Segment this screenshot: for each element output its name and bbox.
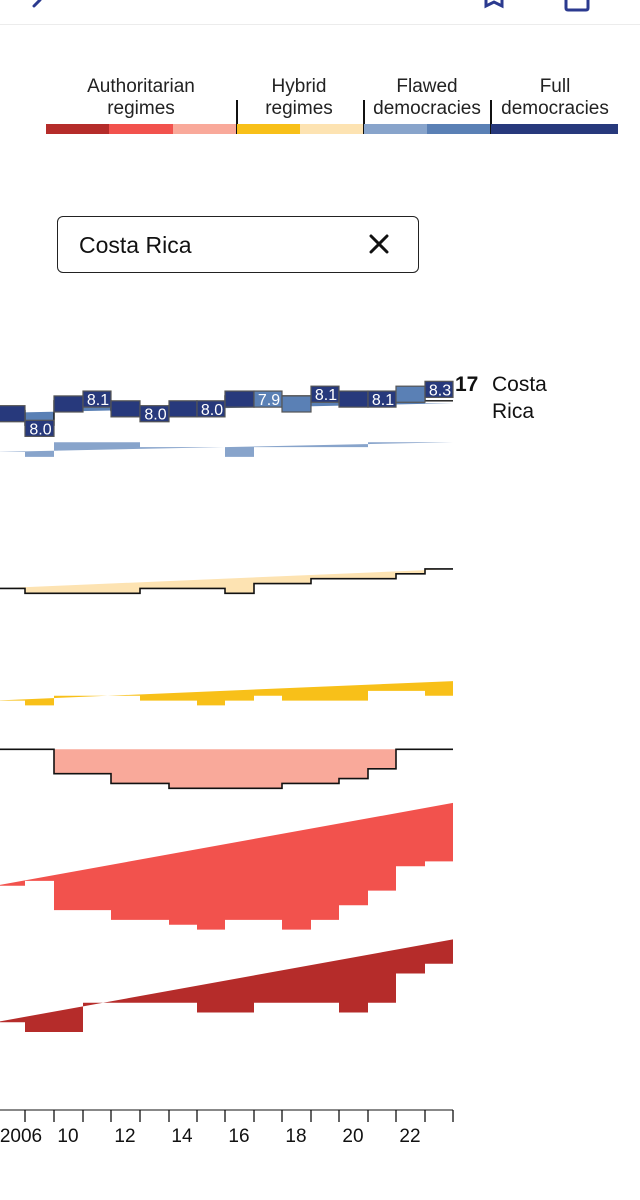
x-tick-label: 18 [285, 1126, 306, 1147]
x-tick-label: 2006 [0, 1126, 42, 1147]
legend-swatch-4 [237, 124, 300, 134]
highlight-band-segment [110, 400, 141, 418]
legend-swatch-2 [109, 124, 173, 134]
legend-authoritarian-line2: regimes [107, 98, 175, 119]
legend-separator [490, 100, 492, 134]
legend-hybrid-line2: regimes [265, 98, 333, 119]
legend-full: Full democracies [492, 76, 618, 120]
legend-authoritarian: Authoritarian regimes [66, 76, 216, 120]
legend-swatch-8 [491, 124, 618, 134]
legend: Authoritarian regimes Hybrid regimes Fla… [46, 76, 620, 138]
highlight-band-segment [338, 390, 369, 408]
legend-hybrid-line1: Hybrid [271, 76, 327, 97]
legend-full-line2: democracies [501, 98, 609, 119]
highlight-band-segment [196, 400, 226, 418]
highlight-score-label: 8.1 [87, 392, 109, 409]
highlight-rank: 17 [455, 373, 478, 396]
x-tick-label: 14 [171, 1126, 193, 1147]
highlight-score-label: 8.3 [429, 382, 451, 399]
legend-swatch-1 [46, 124, 109, 134]
legend-full-line1: Full [539, 76, 571, 97]
highlight-band-segment [281, 395, 312, 413]
highlight-country-name-line1: Costa [492, 373, 547, 396]
legend-separator [363, 100, 365, 134]
highlight-score-label: 8.0 [29, 421, 51, 438]
x-tick-label: 16 [228, 1126, 249, 1147]
highlight-band-segment [424, 380, 454, 398]
highlight-band-segment [82, 390, 112, 408]
legend-flawed: Flawed democracies [364, 76, 490, 120]
country-search-box[interactable] [57, 216, 419, 273]
share-icon[interactable] [562, 0, 598, 12]
highlight-country-band: 8.0 8.1 8.0 8.0 7.9 8.1 8.1 8.3 [0, 380, 454, 438]
close-icon[interactable] [366, 231, 392, 257]
highlight-country-name-line2: Rica [492, 400, 534, 423]
highlight-score-label: 8.1 [372, 392, 394, 409]
layer-authoritarian-mid [0, 802, 453, 930]
boundary-hybrid-flawed [0, 568, 453, 595]
x-tick-label: 22 [399, 1126, 420, 1147]
highlight-band-segment [0, 405, 26, 423]
layer-hybrid-light [0, 568, 453, 594]
highlight-score-label: 8.1 [315, 387, 337, 404]
highlight-band-segment [224, 390, 255, 408]
highlight-band-segment [53, 395, 84, 413]
legend-flawed-line1: Flawed [396, 76, 458, 97]
legend-separator [236, 100, 238, 134]
legend-swatch-6 [364, 124, 427, 134]
boundary-authoritarian-hybrid [0, 748, 453, 790]
x-tick-label: 10 [57, 1126, 78, 1147]
top-bar [0, 0, 640, 25]
legend-swatch-7 [427, 124, 490, 134]
legend-hybrid: Hybrid regimes [239, 76, 359, 120]
legend-swatch-5 [300, 124, 363, 134]
highlight-band-segment [168, 400, 198, 418]
legend-authoritarian-line1: Authoritarian [87, 76, 195, 97]
x-tick-label: 12 [114, 1126, 135, 1147]
stacked-area-layers [0, 398, 453, 1033]
bookmark-icon[interactable] [482, 0, 514, 10]
highlight-band-segment [24, 419, 55, 437]
democracy-index-chart: 8.08.18.0 8.07.9 8.1 8.18.3 2006 10 12 14 16 18 2… [0, 373, 547, 1147]
layer-authoritarian-dark [0, 939, 453, 1033]
highlight-score-label: 8.0 [201, 402, 223, 419]
legend-flawed-line2: democracies [373, 98, 481, 119]
highlight-score-label: 8.0 [144, 407, 166, 424]
country-search-input[interactable] [79, 232, 339, 259]
back-arrow-icon[interactable] [14, 0, 54, 10]
layer-flawed-light [0, 442, 453, 457]
x-tick-label: 20 [342, 1126, 363, 1147]
x-axis: 2006 10 12 14 16 18 20 22 [0, 1109, 454, 1147]
highlight-score-label: 7.9 [258, 392, 280, 409]
layer-hybrid-dark [0, 681, 453, 706]
legend-swatch-3 [173, 124, 236, 134]
highlight-band-segment [395, 385, 426, 403]
